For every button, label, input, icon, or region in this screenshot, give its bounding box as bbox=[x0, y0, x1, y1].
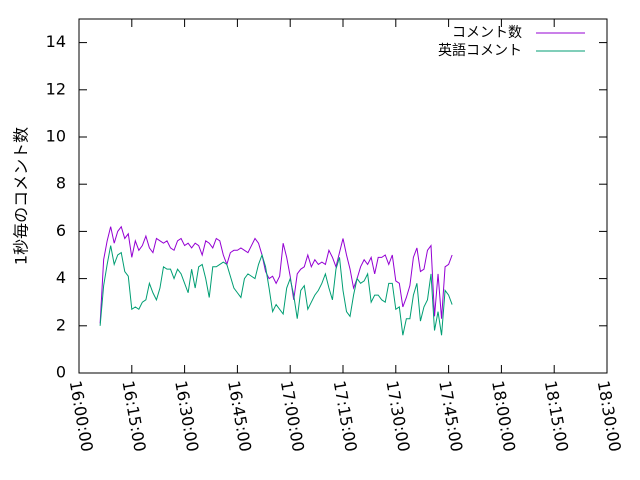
legend-label: コメント数 bbox=[452, 25, 522, 41]
x-tick-label: 16:00:00 bbox=[66, 379, 97, 453]
x-tick-label: 17:30:00 bbox=[382, 379, 413, 453]
y-tick-label: 4 bbox=[56, 268, 66, 287]
series-line bbox=[99, 245, 453, 336]
y-tick-label: 2 bbox=[56, 315, 66, 334]
y-tick-label: 6 bbox=[56, 221, 66, 240]
y-axis-label: 1秒毎のコメント数 bbox=[12, 127, 31, 265]
x-tick-label: 17:15:00 bbox=[330, 379, 361, 453]
x-tick-label: 18:00:00 bbox=[488, 379, 519, 453]
x-tick-label: 16:30:00 bbox=[171, 379, 202, 453]
x-tick-labels: 16:00:00 16:15:00 16:30:00 16:45:00 17:00:00… bbox=[66, 379, 625, 453]
y-tick-label: 0 bbox=[56, 363, 66, 382]
legend-label: 英語コメント bbox=[438, 42, 522, 59]
x-tick-label: 18:30:00 bbox=[594, 379, 625, 453]
x-tick-label: 17:00:00 bbox=[277, 379, 308, 453]
y-tick-label: 8 bbox=[56, 174, 66, 193]
y-tick-label: 10 bbox=[46, 127, 66, 146]
series-lines bbox=[99, 225, 453, 336]
x-tick-label: 16:15:00 bbox=[118, 379, 149, 453]
axis-ticks bbox=[78, 19, 608, 374]
y-tick-label: 14 bbox=[46, 32, 66, 51]
y-tick-labels: 0 2 4 6 8 10 12 14 bbox=[46, 32, 66, 381]
series-line bbox=[99, 225, 453, 324]
y-tick-label: 12 bbox=[46, 79, 66, 98]
x-tick-label: 18:15:00 bbox=[541, 379, 572, 453]
plot-frame bbox=[78, 18, 608, 374]
x-tick-label: 16:45:00 bbox=[224, 379, 255, 453]
x-tick-label: 17:45:00 bbox=[435, 379, 466, 453]
